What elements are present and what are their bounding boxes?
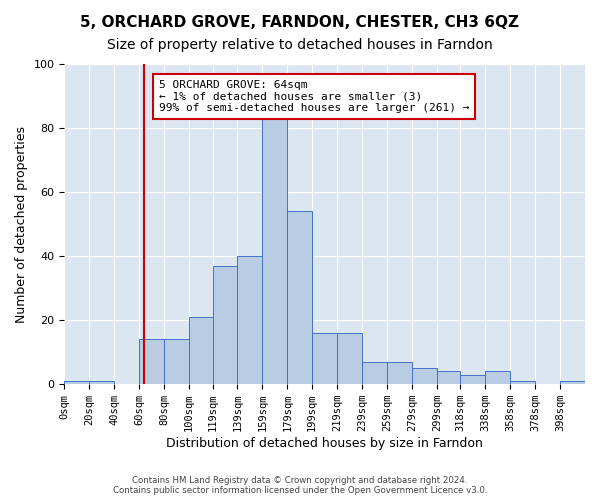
Bar — [510, 381, 535, 384]
Text: 5 ORCHARD GROVE: 64sqm
← 1% of detached houses are smaller (3)
99% of semi-detac: 5 ORCHARD GROVE: 64sqm ← 1% of detached … — [159, 80, 469, 113]
Bar — [312, 333, 337, 384]
Bar — [337, 333, 362, 384]
Bar — [262, 115, 287, 384]
Bar — [287, 212, 312, 384]
Bar — [460, 374, 485, 384]
Bar — [560, 381, 585, 384]
Bar — [485, 372, 510, 384]
Text: Contains HM Land Registry data © Crown copyright and database right 2024.
Contai: Contains HM Land Registry data © Crown c… — [113, 476, 487, 495]
Text: Size of property relative to detached houses in Farndon: Size of property relative to detached ho… — [107, 38, 493, 52]
Bar — [387, 362, 412, 384]
Bar — [139, 340, 164, 384]
Text: 5, ORCHARD GROVE, FARNDON, CHESTER, CH3 6QZ: 5, ORCHARD GROVE, FARNDON, CHESTER, CH3 … — [80, 15, 520, 30]
Bar — [362, 362, 387, 384]
Bar — [238, 256, 262, 384]
X-axis label: Distribution of detached houses by size in Farndon: Distribution of detached houses by size … — [166, 437, 483, 450]
Y-axis label: Number of detached properties: Number of detached properties — [15, 126, 28, 322]
Bar — [212, 266, 238, 384]
Bar — [89, 381, 114, 384]
Bar — [64, 381, 89, 384]
Bar — [412, 368, 437, 384]
Bar — [189, 317, 212, 384]
Bar — [164, 340, 189, 384]
Bar — [437, 372, 460, 384]
